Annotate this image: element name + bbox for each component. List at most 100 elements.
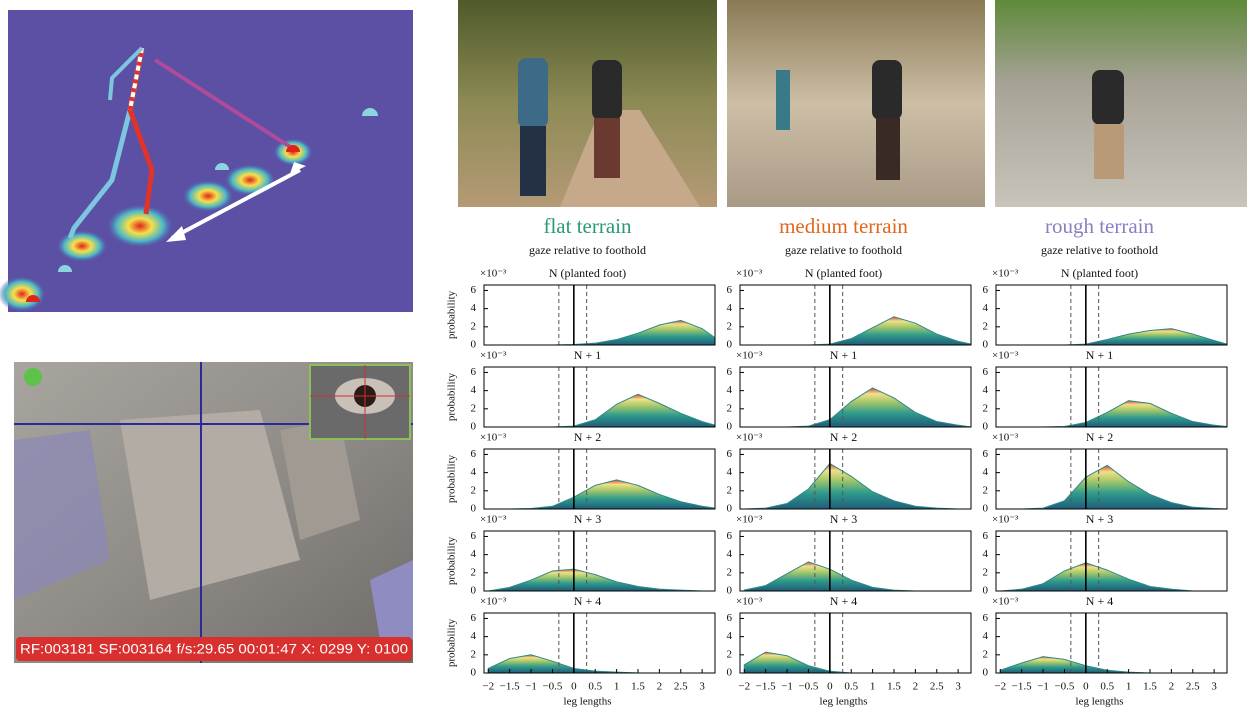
y-tick-label: 6 <box>471 448 477 460</box>
x-tick-label: −0.5 <box>798 681 818 693</box>
y-tick-label: 0 <box>471 503 477 515</box>
y-tick-label: 6 <box>983 448 989 460</box>
y-tick-label: 2 <box>727 566 733 578</box>
x-tick-label: 0.5 <box>844 681 858 693</box>
y-tick-label: 4 <box>727 630 733 642</box>
x-tick-label: 3 <box>1211 681 1217 693</box>
y-tick-label: 4 <box>983 548 989 560</box>
y-tick-label: 4 <box>983 630 989 642</box>
y-tick-label: 2 <box>471 484 477 496</box>
x-tick-label: 1.5 <box>887 681 901 693</box>
y-tick-label: 0 <box>983 585 989 597</box>
eye-camera-view: RF:003181 SF:003164 f/s:29.65 00:01:47 X… <box>14 362 413 663</box>
y-multiplier: ×10⁻³ <box>480 350 507 362</box>
person <box>594 118 620 178</box>
y-multiplier: ×10⁻³ <box>992 350 1019 362</box>
column-subtitle: gaze relative to foothold <box>1041 243 1158 257</box>
y-tick-label: 6 <box>727 284 733 296</box>
y-multiplier: ×10⁻³ <box>736 432 763 444</box>
figure: RF:003181 SF:003164 f/s:29.65 00:01:47 X… <box>0 0 1247 711</box>
y-tick-label: 2 <box>983 484 989 496</box>
person <box>872 60 902 120</box>
y-tick-label: 6 <box>727 612 733 624</box>
y-tick-label: 2 <box>983 402 989 414</box>
y-tick-label: 6 <box>727 448 733 460</box>
y-tick-label: 0 <box>983 339 989 351</box>
y-multiplier: ×10⁻³ <box>736 514 763 526</box>
y-tick-label: 2 <box>983 320 989 332</box>
y-tick-label: 0 <box>983 667 989 679</box>
photo-flat <box>458 0 717 207</box>
y-tick-label: 0 <box>727 585 733 597</box>
x-tick-label: −1.5 <box>756 681 776 693</box>
photo-medium <box>727 0 985 207</box>
x-tick-label: 0.5 <box>588 681 602 693</box>
x-tick-label: 0.5 <box>1100 681 1114 693</box>
y-tick-label: 6 <box>983 284 989 296</box>
subplot-title: N + 1 <box>1086 348 1113 362</box>
x-tick-label: −1.5 <box>1012 681 1032 693</box>
y-tick-label: 4 <box>727 466 733 478</box>
subplot-title: N + 3 <box>574 512 601 526</box>
subplot-title: N + 3 <box>830 512 857 526</box>
x-tick-label: 2 <box>657 681 663 693</box>
column-title: medium terrain <box>779 214 908 238</box>
hud-text: RF:003181 SF:003164 f/s:29.65 00:01:47 X… <box>20 642 408 657</box>
x-tick-label: 1 <box>614 681 620 693</box>
y-tick-label: 0 <box>471 421 477 433</box>
y-multiplier: ×10⁻³ <box>736 268 763 280</box>
x-axis-label: leg lengths <box>820 696 868 708</box>
y-tick-label: 2 <box>727 320 733 332</box>
y-tick-label: 6 <box>983 366 989 378</box>
y-axis-label: probability <box>446 536 458 585</box>
y-tick-label: 2 <box>471 566 477 578</box>
y-tick-label: 6 <box>471 612 477 624</box>
x-tick-label: 1.5 <box>1143 681 1157 693</box>
page: {"figure": { "hud": "RF:003181 SF:003164… <box>0 0 1247 711</box>
x-tick-label: 0 <box>1083 681 1089 693</box>
person <box>876 118 900 180</box>
subplot-title: N + 2 <box>1086 430 1113 444</box>
x-tick-label: 1.5 <box>631 681 645 693</box>
photo-rough <box>995 0 1247 207</box>
y-tick-label: 2 <box>471 402 477 414</box>
x-tick-label: 3 <box>955 681 961 693</box>
x-tick-label: 3 <box>699 681 705 693</box>
y-tick-label: 2 <box>727 648 733 660</box>
subplot-title: N + 3 <box>1086 512 1113 526</box>
y-multiplier: ×10⁻³ <box>992 596 1019 608</box>
y-multiplier: ×10⁻³ <box>480 596 507 608</box>
person <box>776 70 790 130</box>
y-tick-label: 4 <box>727 302 733 314</box>
x-tick-label: 1 <box>1126 681 1132 693</box>
subplot-title: N + 4 <box>574 594 601 608</box>
x-tick-label: −2 <box>994 681 1006 693</box>
y-tick-label: 2 <box>471 648 477 660</box>
subplot-title: N + 4 <box>830 594 857 608</box>
subplot-title: N (planted foot) <box>1061 266 1138 280</box>
y-tick-label: 6 <box>983 612 989 624</box>
y-axis-label: probability <box>446 372 458 421</box>
gaze-diagram <box>0 10 413 312</box>
y-tick-label: 4 <box>983 466 989 478</box>
x-tick-label: −1.5 <box>500 681 520 693</box>
y-tick-label: 2 <box>471 320 477 332</box>
y-multiplier: ×10⁻³ <box>992 432 1019 444</box>
y-tick-label: 0 <box>727 667 733 679</box>
x-tick-label: 2.5 <box>674 681 688 693</box>
y-multiplier: ×10⁻³ <box>992 268 1019 280</box>
fixation-heat <box>106 204 174 248</box>
y-tick-label: 4 <box>983 302 989 314</box>
x-tick-label: −2 <box>482 681 494 693</box>
column-title: rough terrain <box>1045 214 1155 238</box>
y-tick-label: 0 <box>727 421 733 433</box>
x-tick-label: 2.5 <box>930 681 944 693</box>
x-tick-label: 2 <box>1169 681 1175 693</box>
y-tick-label: 4 <box>471 630 477 642</box>
y-tick-label: 0 <box>471 667 477 679</box>
person <box>520 126 546 196</box>
x-tick-label: −0.5 <box>542 681 562 693</box>
y-tick-label: 6 <box>471 530 477 542</box>
y-tick-label: 4 <box>471 466 477 478</box>
x-tick-label: 0 <box>827 681 833 693</box>
